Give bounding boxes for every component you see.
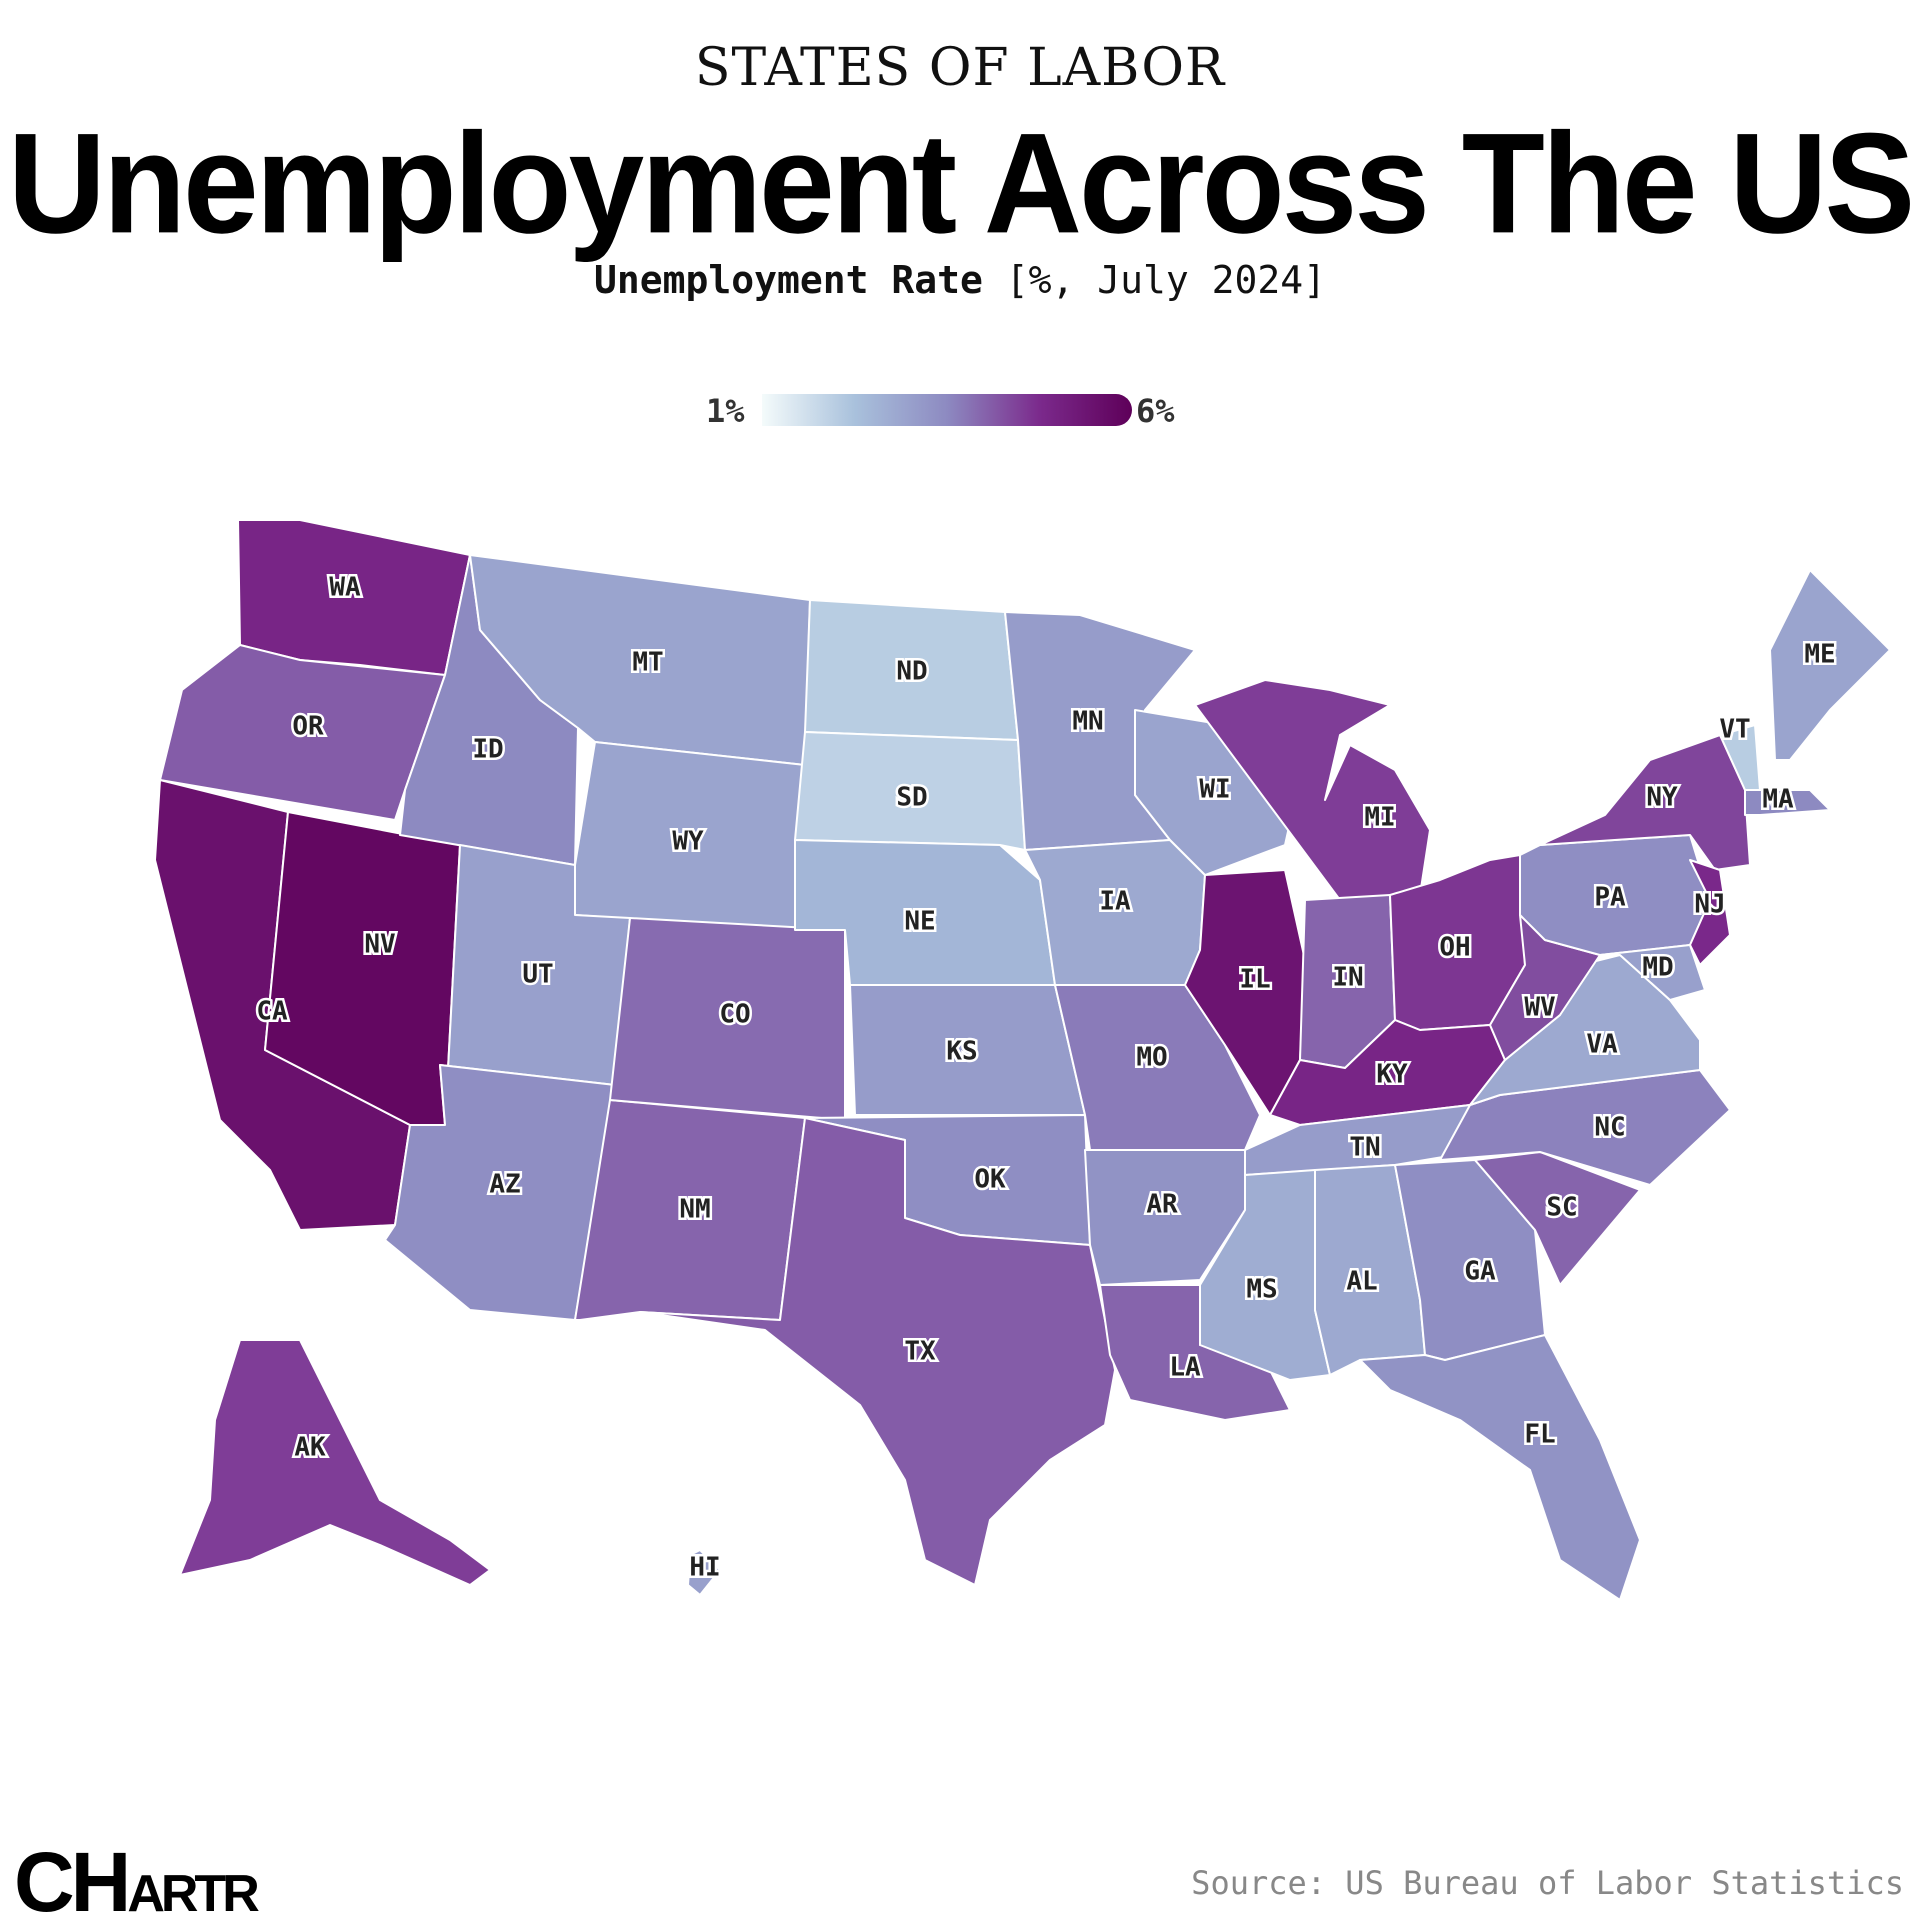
subtitle-units: [%, July 2024] [1005, 258, 1327, 302]
state-label-ky: KY [1376, 1060, 1408, 1090]
state-shape-ma [1744, 789, 1831, 816]
state-label-ar: AR [1146, 1190, 1178, 1220]
state-label-ma: MA [1762, 785, 1794, 815]
state-label-oh: OH [1439, 933, 1470, 963]
state-label-or: OR [292, 712, 324, 742]
state-label-ga: GA [1464, 1257, 1496, 1287]
state-label-id: ID [472, 735, 503, 765]
state-label-mn: MN [1072, 707, 1103, 737]
state-label-ks: KS [946, 1037, 977, 1067]
state-label-tn: TN [1349, 1133, 1380, 1163]
state-label-hi: HI [689, 1553, 720, 1583]
state-label-ut: UT [522, 960, 553, 990]
state-label-mt: MT [632, 648, 663, 678]
map-subtitle: Unemployment Rate [%, July 2024] [0, 258, 1920, 302]
legend-gradient-bar [762, 394, 1132, 426]
legend-min-label: 1% [706, 392, 745, 430]
state-label-nd: ND [896, 657, 927, 687]
state-label-pa: PA [1594, 883, 1626, 913]
state-label-nc: NC [1594, 1113, 1625, 1143]
state-shape-ak [179, 1339, 491, 1586]
state-label-in: IN [1332, 963, 1363, 993]
state-label-tx: TX [904, 1337, 936, 1367]
state-label-mi: MI [1364, 803, 1395, 833]
state-label-al: AL [1346, 1267, 1377, 1297]
state-label-wy: WY [672, 827, 704, 857]
map-title: Unemployment Across The US [7, 103, 1916, 263]
color-legend: 1% 6% [700, 390, 1220, 430]
state-shape-md [1599, 944, 1706, 1001]
state-label-la: LA [1169, 1353, 1201, 1383]
state-shape-or [159, 644, 446, 821]
state-label-ia: IA [1099, 887, 1131, 917]
source-note: Source: US Bureau of Labor Statistics [1191, 1864, 1904, 1902]
state-label-nv: NV [364, 930, 395, 960]
state-label-ak: AK [294, 1433, 326, 1463]
map-kicker: STATES OF LABOR [694, 38, 1226, 98]
state-label-me: ME [1804, 640, 1835, 670]
state-label-ms: MS [1246, 1275, 1277, 1305]
chartr-logo: CHARTR [14, 1834, 260, 1929]
logo-part-small: ARTR [127, 1865, 259, 1923]
state-shape-sd [794, 731, 1026, 851]
state-label-ny: NY [1646, 783, 1678, 813]
subtitle-metric: Unemployment Rate [593, 258, 983, 302]
state-label-sd: SD [896, 783, 927, 813]
state-label-md: MD [1642, 953, 1673, 983]
state-label-fl: FL [1524, 1420, 1555, 1450]
state-label-vt: VT [1719, 715, 1750, 745]
state-shape-me [1769, 569, 1891, 761]
state-label-wa: WA [329, 573, 361, 603]
state-label-wi: WI [1199, 775, 1230, 805]
state-label-ok: OK [974, 1165, 1006, 1195]
state-label-az: AZ [489, 1170, 520, 1200]
state-shape-tx [639, 1117, 1116, 1586]
state-label-sc: SC [1546, 1193, 1577, 1223]
state-label-ne: NE [904, 907, 935, 937]
state-label-nj: NJ [1694, 890, 1725, 920]
state-label-mo: MO [1136, 1043, 1167, 1073]
state-label-co: CO [719, 1000, 750, 1030]
state-shape-fl [1359, 1334, 1641, 1601]
state-shape-hi [687, 1549, 721, 1596]
logo-part-big: CH [14, 1835, 131, 1929]
state-label-nm: NM [679, 1195, 710, 1225]
state-label-ca: CA [256, 997, 288, 1027]
state-label-va: VA [1586, 1030, 1618, 1060]
legend-max-label: 6% [1136, 392, 1175, 430]
state-label-wv: WV [1524, 993, 1555, 1023]
state-shape-nj [1689, 859, 1731, 966]
state-label-il: IL [1239, 965, 1270, 995]
